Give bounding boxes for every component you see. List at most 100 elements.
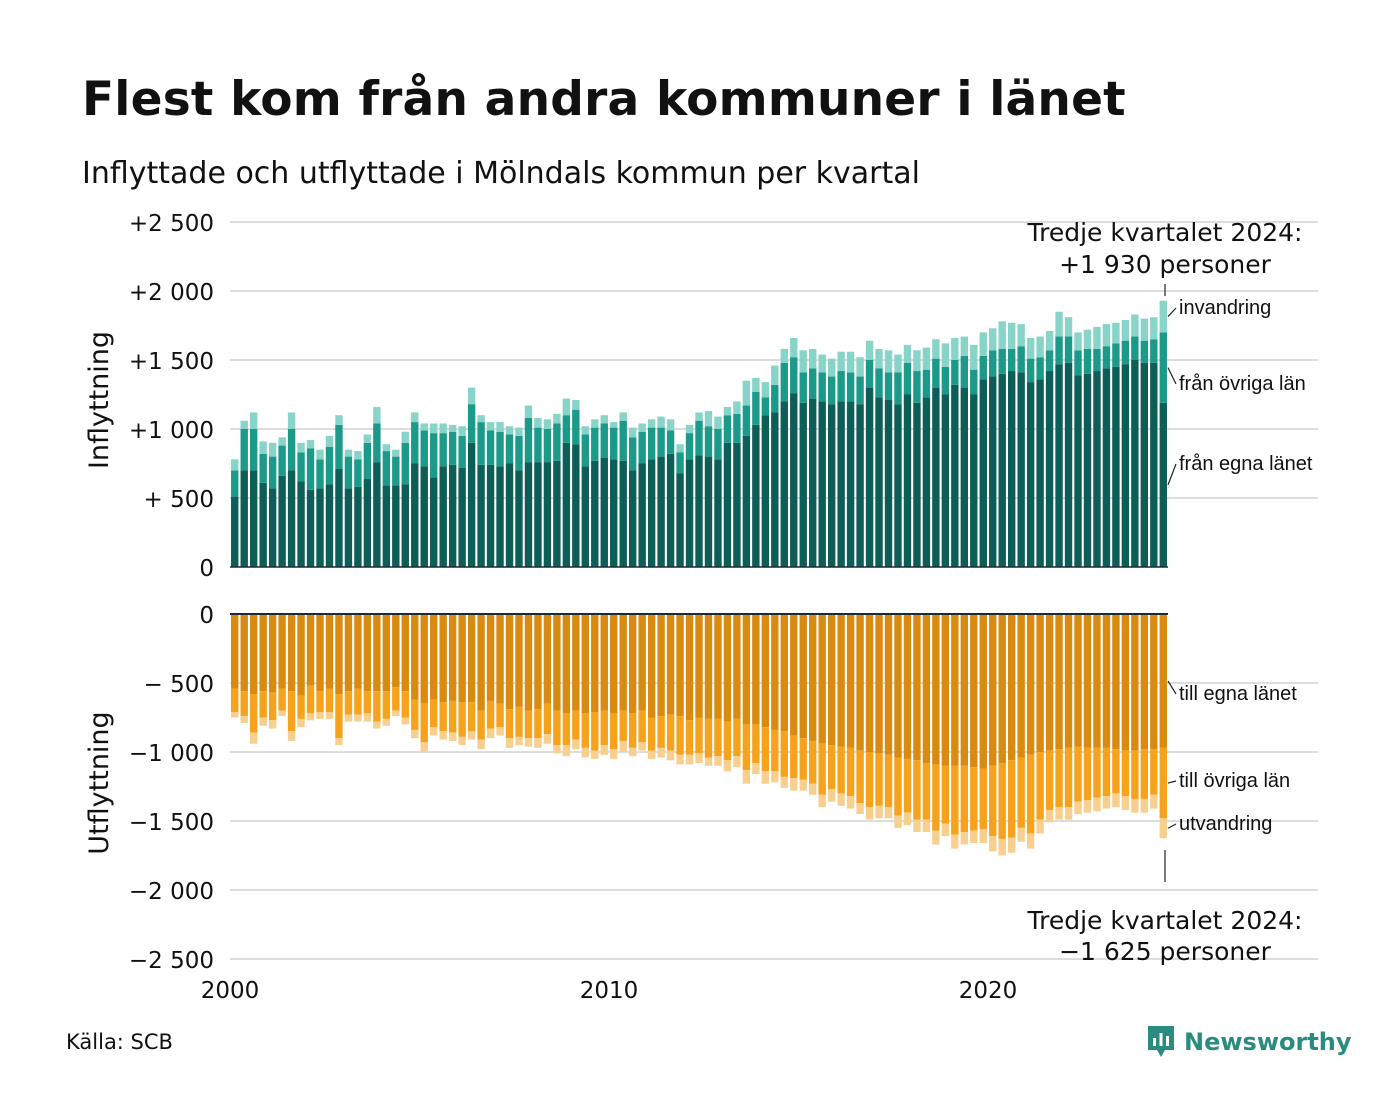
bar-segment [543, 462, 552, 567]
bar-segment [392, 456, 400, 486]
y-tick-label: +1 500 [129, 349, 214, 375]
bar-segment [430, 433, 438, 478]
bar-segment [335, 469, 343, 567]
bar-segment [865, 752, 874, 808]
bar-segment [837, 746, 845, 794]
bar-segment [1055, 749, 1063, 808]
bar-segment [562, 614, 571, 714]
bar-segment [913, 760, 921, 820]
bar-segment [856, 357, 864, 377]
leader-line [1167, 307, 1177, 317]
bar-segment [591, 711, 599, 751]
bar-segment [714, 459, 722, 567]
bar-segment [1150, 749, 1158, 795]
bar-segment [809, 368, 817, 399]
bar-segment [704, 426, 713, 457]
bar-segment [989, 328, 997, 351]
bar-segment [373, 423, 381, 463]
bar-segment [1007, 371, 1016, 567]
bar-segment [638, 431, 646, 464]
leader-line [1167, 780, 1177, 784]
bar-segment [979, 379, 987, 567]
bar-segment [259, 614, 267, 692]
bar-segment [752, 763, 760, 775]
bar-segment [865, 387, 874, 567]
bar-segment [941, 765, 950, 824]
bar-segment [448, 464, 457, 567]
series-label: utvandring [1179, 813, 1272, 835]
bar-segment [960, 355, 969, 388]
bar-segment [780, 776, 788, 788]
bar-segment [1007, 348, 1016, 372]
bar-segment [818, 372, 826, 402]
bar-segment [951, 384, 959, 567]
bar-segment [837, 371, 845, 402]
bar-segment [827, 376, 836, 405]
bar-segment [970, 767, 978, 831]
bar-segment [344, 488, 353, 567]
bar-segment [941, 394, 950, 567]
bar-segment [970, 614, 978, 768]
bar-segment [467, 387, 476, 405]
bar-segment [572, 400, 580, 410]
bar-segment [553, 745, 561, 754]
bar-segment [771, 729, 779, 772]
bar-segment [543, 429, 552, 463]
bar-segment [1017, 614, 1025, 758]
bar-segment [1074, 350, 1082, 376]
bar-segment [1121, 750, 1130, 797]
y-tick-label: −2 500 [129, 948, 214, 974]
bar-segment [771, 771, 779, 783]
bar-segment [780, 348, 788, 363]
bar-segment [363, 478, 372, 567]
bar-segment [467, 731, 476, 740]
bar-segment [505, 614, 514, 710]
bar-segment [1007, 322, 1016, 349]
bar-segment [638, 463, 646, 567]
bar-segment [846, 614, 855, 748]
bar-segment [297, 452, 305, 482]
bar-segment [676, 452, 684, 474]
bar-segment [411, 614, 419, 700]
bar-segment [591, 460, 599, 567]
bar-segment [638, 614, 646, 711]
bar-segment [543, 419, 552, 429]
bar-segment [325, 446, 334, 485]
bar-segment [685, 614, 694, 721]
bar-segment [249, 412, 258, 429]
bar-segment [752, 377, 760, 392]
bar-segment [600, 415, 608, 424]
bar-segment [373, 614, 381, 692]
bar-segment [818, 614, 826, 744]
bar-segment [344, 614, 353, 692]
bar-segment [733, 614, 741, 719]
bar-segment [752, 724, 760, 764]
bar-segment [562, 398, 571, 416]
bar-segment [354, 486, 362, 567]
bar-segment [922, 763, 931, 820]
bars-utflyttning [231, 614, 1167, 856]
bar-segment [989, 614, 997, 766]
bar-segment [354, 714, 362, 722]
bar-segment [837, 793, 845, 806]
bar-segment [695, 412, 703, 421]
bar-segment [439, 466, 447, 567]
bar-segment [553, 423, 561, 461]
bar-segment [572, 614, 580, 711]
bar-segment [998, 373, 1006, 567]
bar-segment [240, 716, 248, 724]
bar-segment [771, 412, 779, 567]
bar-segment [1150, 614, 1158, 750]
bar-segment [297, 614, 305, 696]
bar-segment [771, 614, 779, 730]
bar-segment [932, 358, 940, 388]
bar-segment [733, 413, 741, 443]
bar-segment [382, 614, 391, 692]
bar-segment [543, 703, 552, 735]
bar-segment [420, 614, 428, 704]
bar-segment [486, 614, 495, 701]
brand-logo[interactable]: Newsworthy [1146, 1022, 1352, 1062]
bar-segment [344, 456, 353, 489]
bar-segment [268, 720, 277, 729]
bar-segment [486, 728, 495, 739]
